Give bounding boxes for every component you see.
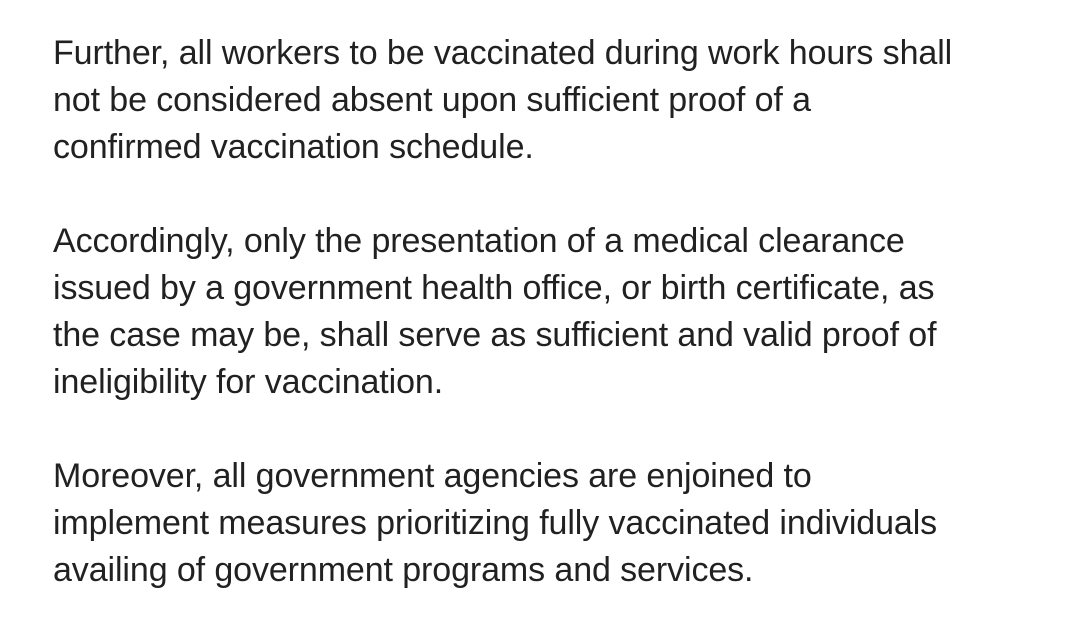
- text-line: Moreover, all government agencies are en…: [53, 457, 812, 495]
- paragraph-ineligibility-proof: Accordingly, only the presentation of a …: [53, 218, 1053, 406]
- text-line: issued by a government health office, or…: [53, 269, 935, 307]
- text-line: implement measures prioritizing fully va…: [53, 504, 938, 542]
- text-line: confirmed vaccination schedule.: [53, 128, 534, 166]
- text-line: Accordingly, only the presentation of a …: [53, 222, 905, 260]
- text-line: the case may be, shall serve as sufficie…: [53, 316, 937, 354]
- text-line: Further, all workers to be vaccinated du…: [53, 34, 953, 72]
- text-line: ineligibility for vaccination.: [53, 363, 444, 401]
- text-line: not be considered absent upon sufficient…: [53, 81, 811, 119]
- paragraph-worker-absence: Further, all workers to be vaccinated du…: [53, 30, 1053, 171]
- document-body: Further, all workers to be vaccinated du…: [53, 30, 1053, 594]
- text-line: availing of government programs and serv…: [53, 551, 754, 589]
- paragraph-agency-prioritization: Moreover, all government agencies are en…: [53, 453, 1053, 594]
